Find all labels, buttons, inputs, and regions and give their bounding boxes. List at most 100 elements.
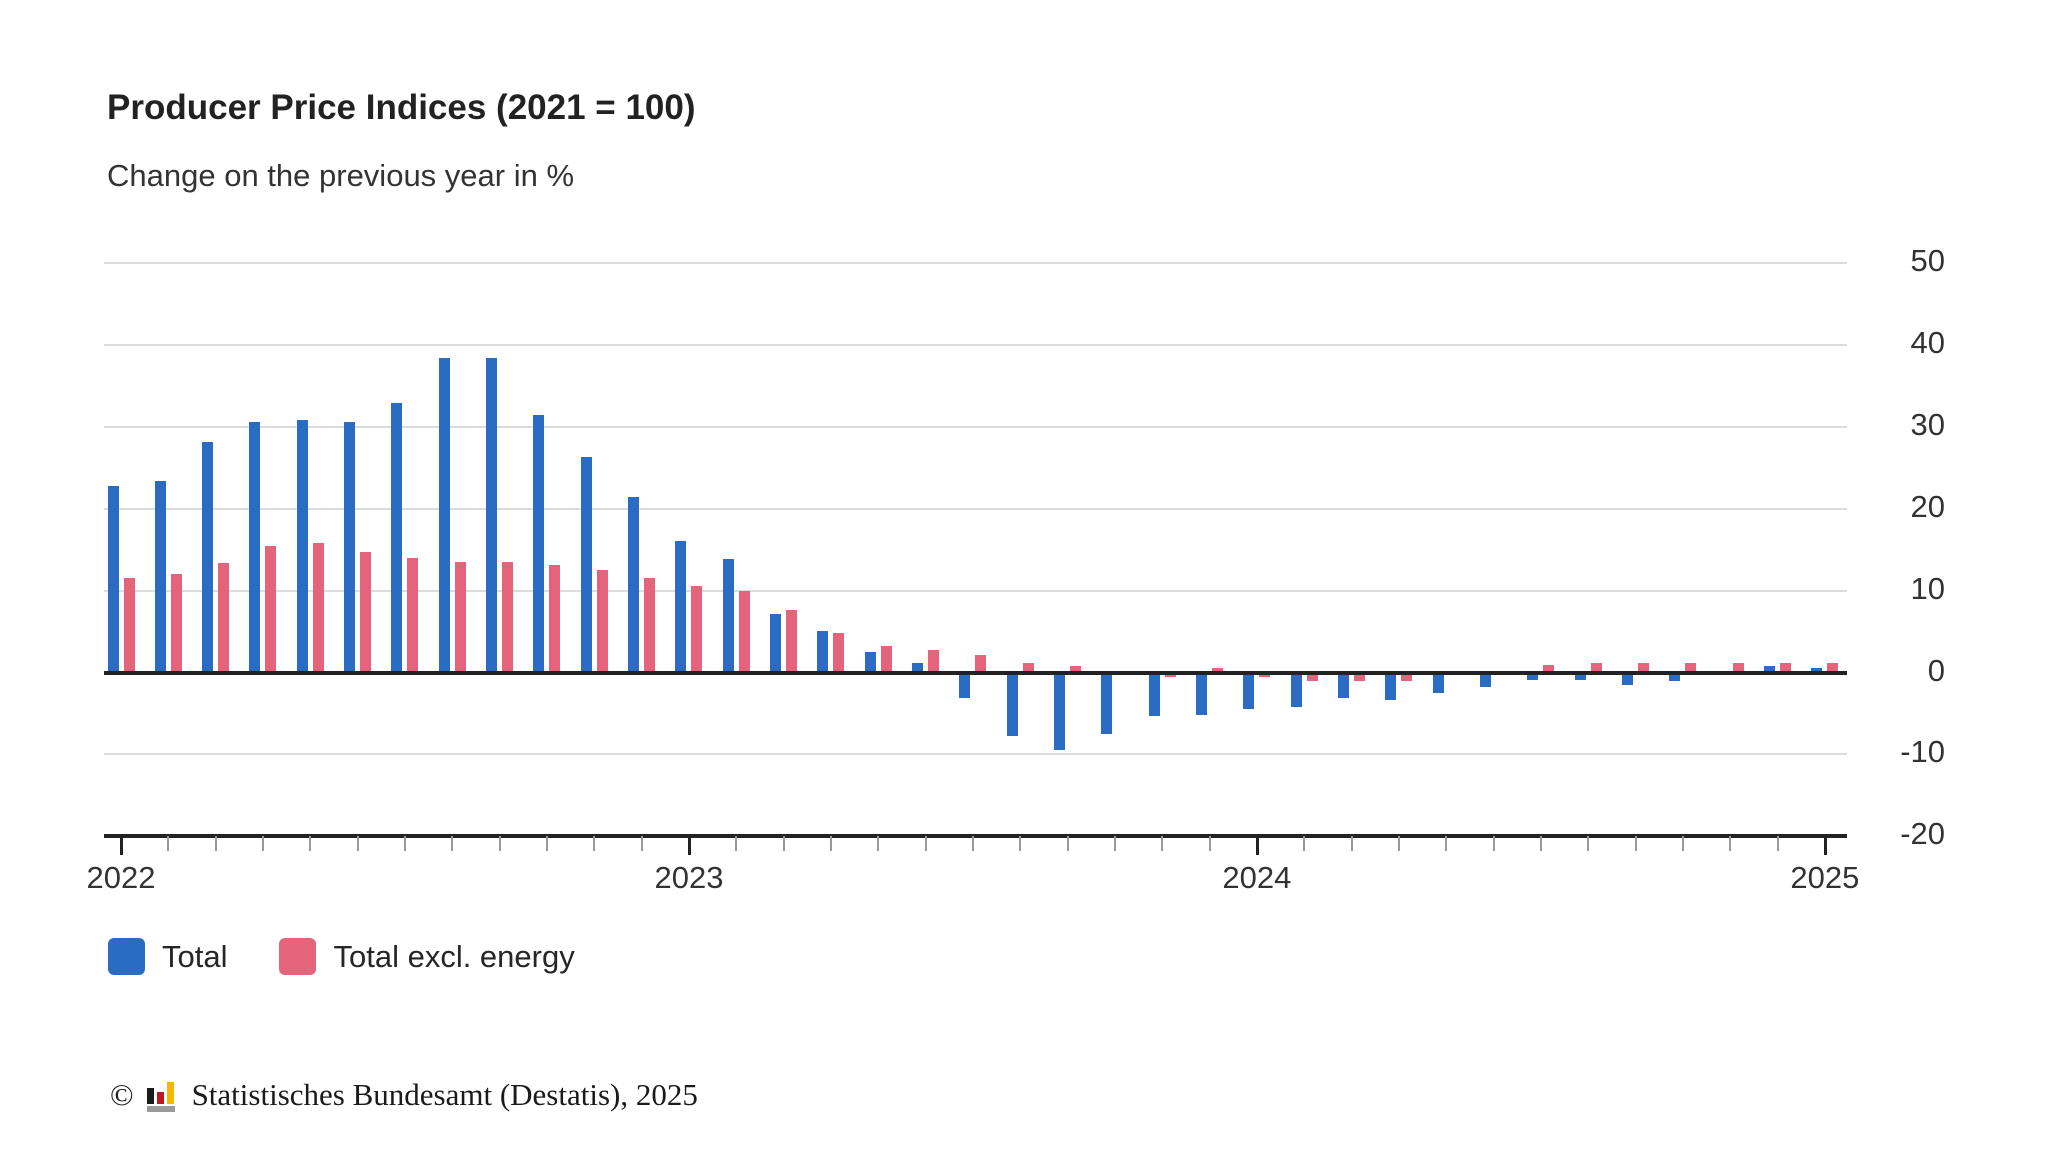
bar-excl-energy-2022-12 <box>644 577 656 673</box>
axis-minor-tick-2022-11 <box>593 836 596 852</box>
bar-total-2023-07 <box>959 672 971 698</box>
bar-total-2024-06 <box>1480 672 1492 688</box>
axis-minor-tick-2022-09 <box>498 836 501 852</box>
axis-minor-tick-2022-10 <box>545 836 548 852</box>
axis-major-tick-2022-01 <box>120 836 123 856</box>
bar-total-2024-01 <box>1243 672 1255 709</box>
axis-major-tick-2024-01 <box>1255 836 1259 856</box>
y-axis-label-30: 30 <box>1910 406 1945 442</box>
bar-excl-energy-2022-05 <box>312 543 324 673</box>
destatis-logo-icon <box>144 1076 182 1114</box>
axis-minor-tick-2023-03 <box>782 836 785 852</box>
bar-total-2022-03 <box>202 441 214 673</box>
bar-total-2023-02 <box>722 558 734 673</box>
gridline-40 <box>104 344 1847 347</box>
axis-minor-tick-2023-09 <box>1066 836 1069 852</box>
bar-total-2023-06 <box>912 662 924 673</box>
y-axis-label-10: 10 <box>1910 570 1945 606</box>
bar-excl-energy-2022-01 <box>123 577 135 673</box>
legend-item-excl-energy[interactable]: Total excl. energy <box>279 938 575 975</box>
bar-excl-energy-2023-06 <box>928 649 940 673</box>
legend-label-excl-energy: Total excl. energy <box>333 938 575 974</box>
bar-excl-energy-2025-01 <box>1827 662 1839 673</box>
bar-excl-energy-2023-04 <box>833 633 845 673</box>
bar-excl-energy-2023-08 <box>1022 663 1034 673</box>
bar-excl-energy-2022-06 <box>360 552 372 673</box>
y-axis-label--10: -10 <box>1900 734 1945 770</box>
axis-major-tick-2023-01 <box>687 836 691 856</box>
axis-minor-tick-2024-02 <box>1303 836 1306 852</box>
chart-title: Producer Price Indices (2021 = 100) <box>107 88 696 127</box>
x-axis-year-label-2025: 2025 <box>1790 860 1860 896</box>
axis-minor-tick-2024-09 <box>1634 836 1637 852</box>
bar-excl-energy-2024-12 <box>1780 662 1792 673</box>
bar-excl-energy-2024-01 <box>1259 672 1271 678</box>
bar-total-2022-11 <box>580 457 592 673</box>
y-axis-label-20: 20 <box>1910 488 1945 524</box>
bar-total-2024-03 <box>1338 672 1350 698</box>
bar-total-2023-12 <box>1196 672 1208 716</box>
axis-minor-tick-2023-04 <box>829 836 832 852</box>
bar-excl-energy-2023-07 <box>975 655 987 673</box>
legend-item-total[interactable]: Total <box>108 938 227 975</box>
bar-total-2022-02 <box>154 480 166 673</box>
axis-minor-tick-2022-02 <box>167 836 170 852</box>
axis-minor-tick-2023-12 <box>1208 836 1211 852</box>
bar-excl-energy-2022-10 <box>549 565 561 673</box>
axis-minor-tick-2022-04 <box>261 836 264 852</box>
bar-excl-energy-2022-07 <box>407 557 419 673</box>
bar-excl-energy-2022-09 <box>502 561 514 673</box>
bar-excl-energy-2024-09 <box>1638 663 1650 673</box>
bar-total-2023-09 <box>1054 672 1066 751</box>
bar-excl-energy-2023-09 <box>1070 665 1082 673</box>
bar-total-2024-04 <box>1385 672 1397 701</box>
axis-minor-tick-2022-03 <box>214 836 217 852</box>
gridline-20 <box>104 507 1847 510</box>
axis-minor-tick-2024-04 <box>1397 836 1400 852</box>
bar-excl-energy-2022-11 <box>596 570 608 673</box>
axis-minor-tick-2023-06 <box>924 836 927 852</box>
source-line: © Statistisches Bundesamt (Destatis), 20… <box>110 1076 698 1114</box>
zero-line <box>104 670 1847 675</box>
axis-minor-tick-2023-05 <box>877 836 880 852</box>
bar-total-2023-11 <box>1148 672 1160 716</box>
y-axis-label--20: -20 <box>1900 816 1945 852</box>
bar-total-2022-08 <box>438 358 450 673</box>
bar-total-2024-07 <box>1527 672 1539 680</box>
x-axis-year-label-2022: 2022 <box>86 860 156 896</box>
axis-minor-tick-2024-08 <box>1587 836 1590 852</box>
bar-excl-energy-2023-03 <box>786 610 798 673</box>
bar-total-2023-10 <box>1101 672 1113 734</box>
bar-total-2022-05 <box>296 419 308 673</box>
bar-excl-energy-2023-01 <box>691 585 703 673</box>
axis-minor-tick-2024-10 <box>1681 836 1684 852</box>
bar-excl-energy-2023-02 <box>738 591 750 673</box>
bar-excl-energy-2024-03 <box>1354 672 1366 681</box>
bar-excl-energy-2024-11 <box>1732 663 1744 673</box>
gridline-10 <box>104 589 1847 592</box>
bar-total-2022-10 <box>533 414 545 673</box>
source-text: Statistisches Bundesamt (Destatis), 2025 <box>191 1077 698 1112</box>
axis-minor-tick-2023-08 <box>1019 836 1022 852</box>
bar-total-2023-04 <box>817 630 829 673</box>
bar-total-2022-09 <box>486 358 498 673</box>
bar-total-2022-01 <box>107 485 119 673</box>
gridline-30 <box>104 425 1847 428</box>
bar-total-2022-07 <box>391 403 403 673</box>
copyright-symbol: © <box>110 1077 134 1112</box>
bar-excl-energy-2024-10 <box>1685 662 1697 673</box>
bar-total-2023-03 <box>770 613 782 673</box>
gridline--10 <box>104 753 1847 756</box>
axis-minor-tick-2023-11 <box>1161 836 1164 852</box>
bar-total-2024-09 <box>1622 672 1634 685</box>
bar-excl-energy-2024-07 <box>1543 665 1555 673</box>
bar-excl-energy-2022-03 <box>218 562 230 673</box>
axis-minor-tick-2023-07 <box>971 836 974 852</box>
bar-total-2024-02 <box>1290 672 1302 707</box>
bar-total-2022-06 <box>344 422 356 673</box>
x-axis-year-label-2023: 2023 <box>654 860 724 896</box>
axis-minor-tick-2024-11 <box>1729 836 1732 852</box>
bar-excl-energy-2023-05 <box>880 646 892 673</box>
legend-label-total: Total <box>162 938 228 974</box>
